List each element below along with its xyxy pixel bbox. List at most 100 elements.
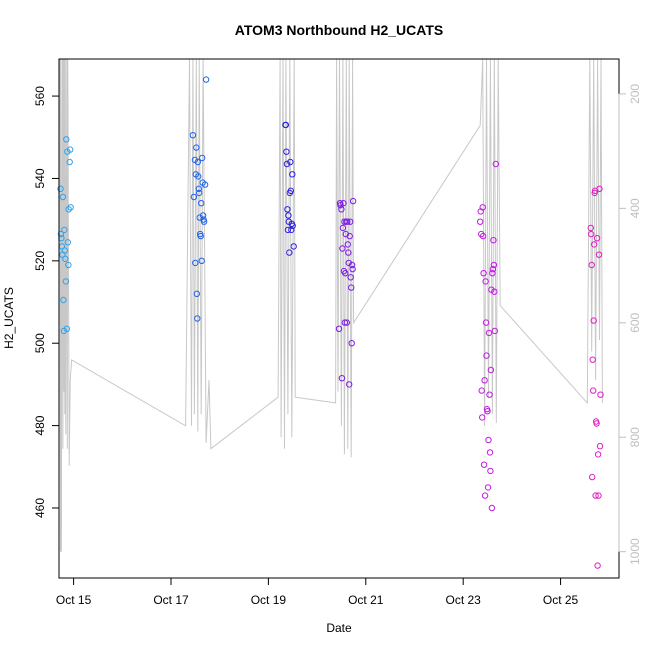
data-point [483,352,490,359]
data-point [479,232,487,240]
data-point [594,451,602,458]
y-tick-label: 460 [33,498,47,518]
data-point [594,562,601,569]
data-point [193,290,201,297]
data-point [65,206,72,213]
data-point [490,237,497,244]
data-point [487,366,495,374]
data-point [193,144,200,151]
data-point [587,224,594,232]
data-point [59,193,67,201]
x-tick-label: Oct 19 [251,593,287,607]
data-point [201,181,209,188]
data-point [195,173,202,180]
data-point [284,226,292,234]
data-point [487,467,494,475]
data-point [481,492,489,499]
data-point [64,239,72,246]
x-tick-label: Oct 23 [445,593,481,607]
data-point [480,270,487,277]
data-point [195,185,203,193]
data-point [283,148,290,155]
secondary-tick-label: 200 [628,84,642,104]
data-point [485,329,493,337]
altitude-trace-line [59,58,603,552]
data-point [589,356,596,363]
data-point [479,414,486,421]
data-point [489,270,496,277]
data-point [595,492,602,499]
data-point [197,232,204,240]
data-point [482,319,490,326]
data-point [57,185,64,193]
data-point [284,206,291,213]
secondary-tick-label: 400 [628,198,642,218]
data-point [61,226,68,234]
data-point [593,235,601,242]
data-point [346,232,353,240]
data-point [478,230,485,238]
data-point [338,375,346,382]
series-flight-2 [189,76,210,322]
data-point [347,274,354,281]
data-point [287,187,294,195]
data-point [288,226,295,234]
data-point [339,245,346,252]
data-point [60,296,67,304]
data-point [341,319,348,326]
data-point [340,200,347,207]
data-point [62,278,70,285]
data-point [588,230,595,238]
secondary-tick-label: 600 [628,312,642,332]
data-point [286,249,293,256]
y-axis-label: H2_UCATS [2,287,16,349]
data-point [200,218,208,225]
data-point [484,484,492,491]
data-point [592,492,599,499]
data-point [63,136,70,143]
data-point [198,257,205,264]
x-tick-label: Oct 25 [543,593,579,607]
data-point [348,261,356,269]
data-point [289,222,296,230]
data-point [486,391,493,398]
data-point [478,387,485,394]
data-point [479,204,486,211]
series-flight-3 [282,121,297,256]
data-point [349,265,356,273]
data-point [67,204,74,211]
altitude-trace-layer [59,58,603,552]
data-point [345,249,352,256]
data-point [595,251,603,258]
y-tick-label: 480 [33,415,47,435]
data-point [590,317,597,324]
data-point [202,76,210,83]
data-point [591,241,598,248]
data-point [486,449,494,456]
data-point [342,270,349,277]
data-point [593,420,600,427]
data-point [481,377,488,384]
data-point [196,189,203,197]
data-point [596,185,603,193]
data-point [343,319,350,326]
data-point [349,197,357,205]
data-point [596,443,604,450]
data-point [199,212,207,219]
data-point [490,261,498,269]
data-point [484,408,491,415]
data-point [199,154,206,162]
data-point [348,340,355,347]
data-point [67,146,74,153]
chart-title: ATOM3 Northbound H2_UCATS [235,22,443,38]
data-point [198,200,205,207]
y-tick-label: 520 [33,251,47,271]
data-point [347,218,354,225]
data-point [282,121,290,129]
data-point [61,247,69,254]
data-point [190,193,198,201]
y-tick-label: 560 [33,86,47,106]
data-point [485,436,492,444]
